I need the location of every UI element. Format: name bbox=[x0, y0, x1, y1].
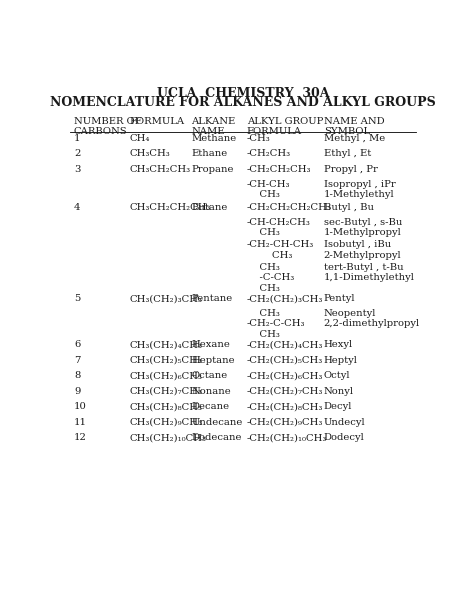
Text: NUMBER OF
CARBONS: NUMBER OF CARBONS bbox=[74, 117, 142, 136]
Text: NOMENCLATURE FOR ALKANES AND ALKYL GROUPS: NOMENCLATURE FOR ALKANES AND ALKYL GROUP… bbox=[50, 96, 436, 109]
Text: Hexyl: Hexyl bbox=[324, 340, 353, 349]
Text: CH₃CH₂CH₃: CH₃CH₂CH₃ bbox=[129, 165, 190, 174]
Text: Dodecane: Dodecane bbox=[191, 433, 242, 443]
Text: Pentane: Pentane bbox=[191, 294, 233, 303]
Text: NAME AND
SYMBOL: NAME AND SYMBOL bbox=[324, 117, 384, 136]
Text: CH₃CH₃: CH₃CH₃ bbox=[129, 150, 170, 159]
Text: Nonane: Nonane bbox=[191, 387, 231, 396]
Text: CH₃(CH₂)₁₀CH₃: CH₃(CH₂)₁₀CH₃ bbox=[129, 433, 206, 443]
Text: CH₃(CH₂)₄CH₃: CH₃(CH₂)₄CH₃ bbox=[129, 340, 202, 349]
Text: 6: 6 bbox=[74, 340, 80, 349]
Text: -CH₂(CH₂)₁₀CH₃: -CH₂(CH₂)₁₀CH₃ bbox=[246, 433, 327, 443]
Text: CH₄: CH₄ bbox=[129, 134, 149, 143]
Text: Octane: Octane bbox=[191, 371, 228, 380]
Text: Dodecyl: Dodecyl bbox=[324, 433, 365, 443]
Text: ALKYL GROUP
FORMULA: ALKYL GROUP FORMULA bbox=[246, 117, 323, 136]
Text: -CH-CH₃
    CH₃: -CH-CH₃ CH₃ bbox=[246, 180, 290, 199]
Text: Methane: Methane bbox=[191, 134, 237, 143]
Text: 3: 3 bbox=[74, 165, 80, 174]
Text: sec-Butyl , s-Bu
1-Methylpropyl: sec-Butyl , s-Bu 1-Methylpropyl bbox=[324, 218, 402, 237]
Text: Isopropyl , iPr
1-Methylethyl: Isopropyl , iPr 1-Methylethyl bbox=[324, 180, 395, 199]
Text: 7: 7 bbox=[74, 356, 80, 365]
Text: -CH₂(CH₂)₅CH₃: -CH₂(CH₂)₅CH₃ bbox=[246, 356, 323, 365]
Text: Methyl , Me: Methyl , Me bbox=[324, 134, 385, 143]
Text: Butane: Butane bbox=[191, 203, 228, 212]
Text: Decyl: Decyl bbox=[324, 402, 352, 411]
Text: Heptane: Heptane bbox=[191, 356, 235, 365]
Text: Octyl: Octyl bbox=[324, 371, 350, 380]
Text: FORMULA: FORMULA bbox=[129, 117, 184, 126]
Text: Isobutyl , iBu
2-Methylpropyl: Isobutyl , iBu 2-Methylpropyl bbox=[324, 240, 401, 259]
Text: ALKANE
NAME: ALKANE NAME bbox=[191, 117, 236, 136]
Text: Undecyl: Undecyl bbox=[324, 418, 365, 427]
Text: Butyl , Bu: Butyl , Bu bbox=[324, 203, 374, 212]
Text: 1: 1 bbox=[74, 134, 81, 143]
Text: -CH₂CH₃: -CH₂CH₃ bbox=[246, 150, 291, 159]
Text: 5: 5 bbox=[74, 294, 80, 303]
Text: Propyl , Pr: Propyl , Pr bbox=[324, 165, 378, 174]
Text: -CH₂-CH-CH₃
        CH₃: -CH₂-CH-CH₃ CH₃ bbox=[246, 240, 314, 259]
Text: 10: 10 bbox=[74, 402, 87, 411]
Text: Neopentyl
2,2-dimethylpropyl: Neopentyl 2,2-dimethylpropyl bbox=[324, 309, 420, 328]
Text: Pentyl: Pentyl bbox=[324, 294, 355, 303]
Text: -CH₂(CH₂)₇CH₃: -CH₂(CH₂)₇CH₃ bbox=[246, 387, 323, 396]
Text: -CH₂CH₂CH₂CH₃: -CH₂CH₂CH₂CH₃ bbox=[246, 203, 331, 212]
Text: -CH₃: -CH₃ bbox=[246, 134, 270, 143]
Text: CH₃(CH₂)₈CH₃: CH₃(CH₂)₈CH₃ bbox=[129, 402, 202, 411]
Text: Propane: Propane bbox=[191, 165, 234, 174]
Text: 2: 2 bbox=[74, 150, 80, 159]
Text: Heptyl: Heptyl bbox=[324, 356, 357, 365]
Text: 4: 4 bbox=[74, 203, 81, 212]
Text: Nonyl: Nonyl bbox=[324, 387, 354, 396]
Text: -CH-CH₂CH₃
    CH₃: -CH-CH₂CH₃ CH₃ bbox=[246, 218, 310, 237]
Text: -CH₂(CH₂)₃CH₃: -CH₂(CH₂)₃CH₃ bbox=[246, 294, 323, 303]
Text: Ethane: Ethane bbox=[191, 150, 228, 159]
Text: CH₃CH₂CH₂CH₃: CH₃CH₂CH₂CH₃ bbox=[129, 203, 210, 212]
Text: CH₃(CH₂)₉CH₃: CH₃(CH₂)₉CH₃ bbox=[129, 418, 202, 427]
Text: 11: 11 bbox=[74, 418, 87, 427]
Text: Decane: Decane bbox=[191, 402, 229, 411]
Text: Ethyl , Et: Ethyl , Et bbox=[324, 150, 371, 159]
Text: -CH₂(CH₂)₉CH₃: -CH₂(CH₂)₉CH₃ bbox=[246, 418, 323, 427]
Text: -CH₂(CH₂)₈CH₃: -CH₂(CH₂)₈CH₃ bbox=[246, 402, 323, 411]
Text: Undecane: Undecane bbox=[191, 418, 243, 427]
Text: tert-Butyl , t-Bu
1,1-Dimethylethyl: tert-Butyl , t-Bu 1,1-Dimethylethyl bbox=[324, 263, 415, 282]
Text: CH₃(CH₂)₇CH₃: CH₃(CH₂)₇CH₃ bbox=[129, 387, 202, 396]
Text: CH₃(CH₂)₆CH₃: CH₃(CH₂)₆CH₃ bbox=[129, 371, 202, 380]
Text: CH₃
-CH₂-C-CH₃
    CH₃: CH₃ -CH₂-C-CH₃ CH₃ bbox=[246, 309, 305, 338]
Text: -CH₂CH₂CH₃: -CH₂CH₂CH₃ bbox=[246, 165, 311, 174]
Text: 8: 8 bbox=[74, 371, 80, 380]
Text: 12: 12 bbox=[74, 433, 87, 443]
Text: Hexane: Hexane bbox=[191, 340, 230, 349]
Text: 9: 9 bbox=[74, 387, 80, 396]
Text: CH₃(CH₂)₅CH₃: CH₃(CH₂)₅CH₃ bbox=[129, 356, 202, 365]
Text: -CH₂(CH₂)₆CH₃: -CH₂(CH₂)₆CH₃ bbox=[246, 371, 323, 380]
Text: CH₃(CH₂)₃CH₃: CH₃(CH₂)₃CH₃ bbox=[129, 294, 202, 303]
Text: UCLA  CHEMISTRY  30A: UCLA CHEMISTRY 30A bbox=[157, 87, 329, 100]
Text: CH₃
    -C-CH₃
    CH₃: CH₃ -C-CH₃ CH₃ bbox=[246, 263, 294, 292]
Text: -CH₂(CH₂)₄CH₃: -CH₂(CH₂)₄CH₃ bbox=[246, 340, 323, 349]
